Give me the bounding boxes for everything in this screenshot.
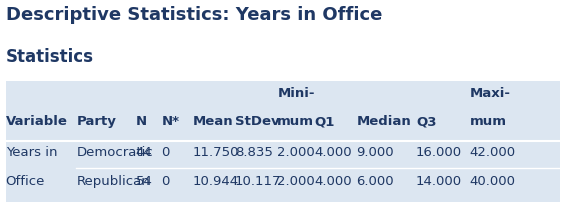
Text: 14.000: 14.000: [416, 175, 462, 188]
Text: 4.000: 4.000: [314, 146, 351, 159]
Text: 10.944: 10.944: [192, 175, 238, 188]
FancyBboxPatch shape: [6, 81, 560, 202]
Text: Variable: Variable: [6, 115, 67, 128]
Text: 10.117: 10.117: [235, 175, 281, 188]
Text: mum: mum: [470, 115, 507, 128]
Text: 2.000: 2.000: [277, 146, 315, 159]
Text: 6.000: 6.000: [357, 175, 394, 188]
Text: Party: Party: [76, 115, 116, 128]
Text: N*: N*: [161, 115, 179, 128]
Text: Q1: Q1: [314, 115, 335, 128]
Text: mum: mum: [277, 115, 314, 128]
Text: Mean: Mean: [192, 115, 233, 128]
Text: Democratic: Democratic: [76, 146, 153, 159]
Text: 2.000: 2.000: [277, 175, 315, 188]
Text: 44: 44: [136, 146, 153, 159]
Text: 9.000: 9.000: [357, 146, 394, 159]
Text: 16.000: 16.000: [416, 146, 462, 159]
Text: 54: 54: [136, 175, 153, 188]
Text: StDev: StDev: [235, 115, 280, 128]
Text: Mini-: Mini-: [277, 87, 315, 100]
Text: Maxi-: Maxi-: [470, 87, 511, 100]
Text: 0: 0: [161, 146, 170, 159]
Text: Office: Office: [6, 175, 45, 188]
Text: Q3: Q3: [416, 115, 436, 128]
Text: Republican: Republican: [76, 175, 150, 188]
Text: N: N: [136, 115, 147, 128]
Text: 8.835: 8.835: [235, 146, 273, 159]
Text: Descriptive Statistics: Years in Office: Descriptive Statistics: Years in Office: [6, 6, 382, 24]
Text: 4.000: 4.000: [314, 175, 351, 188]
Text: Median: Median: [357, 115, 411, 128]
Text: 0: 0: [161, 175, 170, 188]
Text: 42.000: 42.000: [470, 146, 516, 159]
Text: Years in: Years in: [6, 146, 57, 159]
Text: Statistics: Statistics: [6, 48, 93, 66]
Text: 40.000: 40.000: [470, 175, 516, 188]
Text: 11.750: 11.750: [192, 146, 239, 159]
